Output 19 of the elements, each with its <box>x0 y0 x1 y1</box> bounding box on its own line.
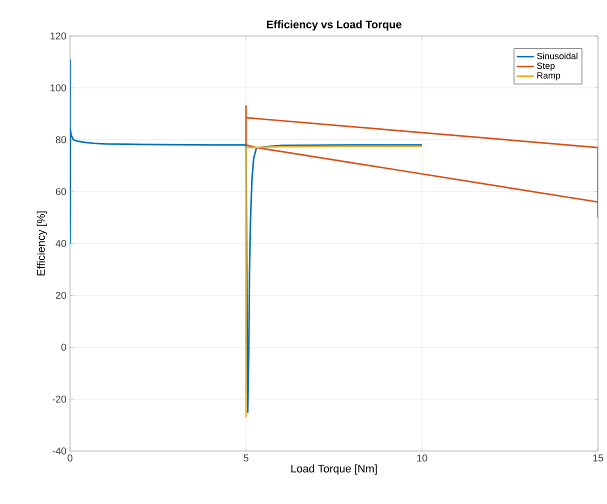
legend-label: Sinusoidal <box>537 52 578 60</box>
y-tick-label: 20 <box>56 292 66 299</box>
x-axis-title: Load Torque [Nm] <box>291 464 377 475</box>
y-tick-label: 40 <box>56 240 66 248</box>
x-tick-label: 0 <box>68 454 72 462</box>
legend-label: Ramp <box>537 72 560 80</box>
y-tick-label: -40 <box>52 447 66 455</box>
x-tick-label: 10 <box>417 454 428 462</box>
legend-label: Step <box>537 62 555 71</box>
x-tick-label: 5 <box>244 454 248 462</box>
y-tick-label: -20 <box>52 396 66 403</box>
y-axis-title: Efficiency [%] <box>36 212 48 276</box>
y-tick-label: 80 <box>56 136 66 144</box>
chart-title: Efficiency vs Load Torque <box>266 20 402 30</box>
y-tick-label: 100 <box>50 84 66 92</box>
y-tick-label: 60 <box>56 188 66 196</box>
y-tick-label: 120 <box>50 32 66 40</box>
y-tick-label: 0 <box>61 344 66 351</box>
x-tick-label: 15 <box>593 454 604 462</box>
